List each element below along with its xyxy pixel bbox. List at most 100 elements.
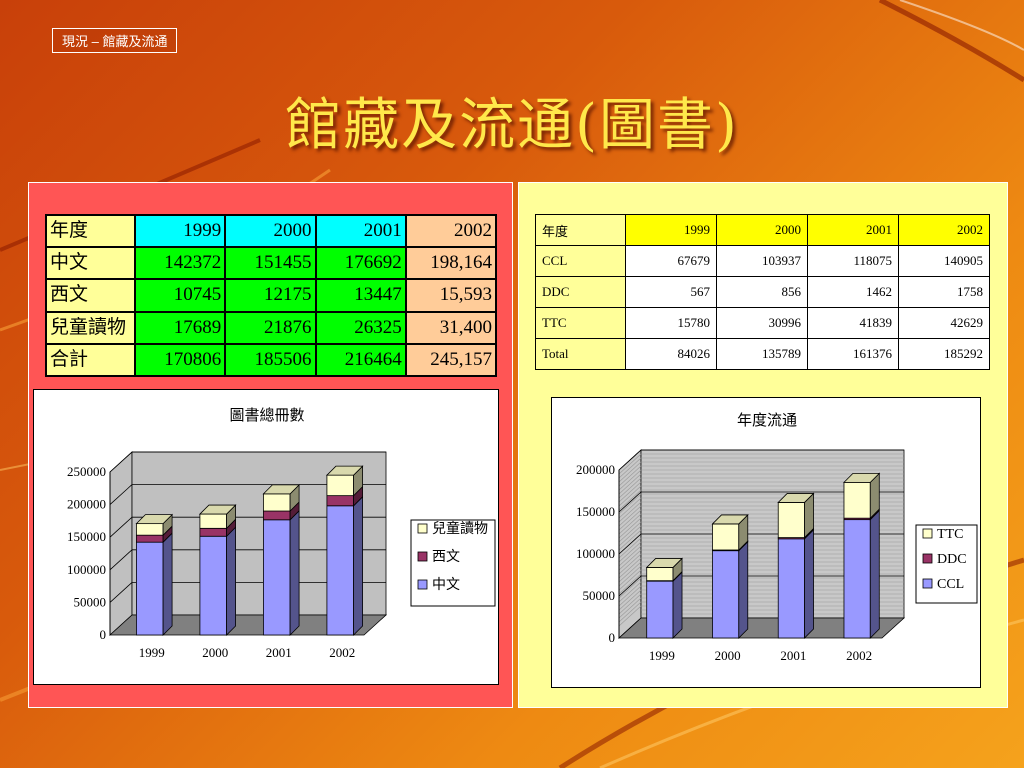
table-cell: 42629 bbox=[898, 307, 990, 339]
bar-segment-side bbox=[353, 495, 363, 636]
chart-hatch-line bbox=[618, 565, 642, 587]
chart-hatch-line bbox=[618, 521, 642, 543]
table-row: 中文 142372 151455 176692 198,164 bbox=[45, 246, 498, 281]
table-cell: 1999 bbox=[625, 214, 717, 246]
x-tick-label: 2002 bbox=[846, 648, 872, 663]
table-header-row: 年度 1999 2000 2001 2002 bbox=[45, 213, 498, 249]
bar-segment bbox=[646, 580, 674, 639]
bar-segment bbox=[326, 505, 354, 636]
table-cell: 185506 bbox=[224, 342, 317, 378]
table-cell: 198,164 bbox=[404, 246, 498, 281]
legend-label: CCL bbox=[937, 577, 964, 592]
y-tick-label: 150000 bbox=[67, 529, 106, 544]
circulation-table: 年度 1999 2000 2001 2002 CCL 67679 103937 … bbox=[535, 214, 990, 370]
chart-gridline bbox=[109, 516, 133, 538]
table-cell: 567 bbox=[625, 276, 717, 308]
table-cell: 67679 bbox=[625, 245, 717, 277]
chart-title: 圖書總冊數 bbox=[229, 406, 304, 424]
legend-swatch bbox=[417, 551, 428, 562]
chart-hatch-line bbox=[618, 553, 642, 575]
chart-hatch-line bbox=[618, 541, 642, 563]
y-tick-label: 150000 bbox=[576, 504, 615, 519]
table-row: TTC 15780 30996 41839 42629 bbox=[535, 307, 990, 339]
chart-hatch-line bbox=[618, 489, 642, 511]
bar-segment-side bbox=[804, 528, 814, 639]
table-cell: 216464 bbox=[314, 342, 407, 378]
bar-segment bbox=[326, 495, 354, 507]
table-cell: 12175 bbox=[224, 278, 317, 313]
books-chart: 圖書總冊數 0 50000 100000 150000 200000 250000 1999 2… bbox=[33, 389, 499, 685]
chart-hatch-line bbox=[618, 529, 642, 551]
table-row: 西文 10745 12175 13447 15,593 bbox=[45, 278, 498, 313]
y-tick-label: 200000 bbox=[576, 462, 615, 477]
table-cell: DDC bbox=[535, 276, 626, 308]
chart-gridline bbox=[618, 449, 642, 471]
table-cell: CCL bbox=[535, 245, 626, 277]
bar-segment-side bbox=[289, 509, 300, 636]
bar-segment-side bbox=[738, 540, 749, 639]
legend-swatch bbox=[417, 579, 428, 590]
bar-segment bbox=[136, 534, 164, 543]
bar-segment-side bbox=[162, 532, 173, 636]
chart-legend bbox=[410, 519, 496, 607]
table-cell: 2001 bbox=[314, 213, 407, 249]
bar-segment bbox=[843, 481, 871, 519]
bar-top bbox=[135, 514, 174, 525]
legend-swatch bbox=[922, 578, 933, 589]
y-tick-label: 100000 bbox=[67, 562, 106, 577]
chart-hatch-line bbox=[618, 585, 642, 607]
chart-gridline bbox=[618, 491, 642, 513]
chart-hatch-line bbox=[618, 593, 642, 615]
table-cell: 年度 bbox=[45, 213, 136, 249]
table-cell: 2000 bbox=[716, 214, 808, 246]
chart-gridline bbox=[618, 533, 642, 555]
bar-top bbox=[645, 558, 683, 568]
table-cell: 兒童讀物 bbox=[45, 310, 136, 345]
table-cell: 170806 bbox=[133, 342, 227, 378]
chart-hatch-line bbox=[618, 473, 642, 495]
table-cell: 135789 bbox=[716, 338, 808, 370]
y-tick-label: 250000 bbox=[67, 464, 106, 479]
table-cell: TTC bbox=[535, 307, 626, 339]
bar-segment bbox=[646, 567, 674, 582]
chart-hatch-line bbox=[618, 549, 642, 571]
chart-gridline bbox=[109, 549, 133, 571]
chart-hatch-line bbox=[618, 569, 642, 591]
bar-segment bbox=[199, 535, 227, 636]
bar-segment bbox=[777, 538, 805, 639]
table-cell: 140905 bbox=[898, 245, 990, 277]
chart-hatch-line bbox=[618, 525, 642, 547]
bar-segment bbox=[263, 519, 291, 636]
x-tick-label: 2000 bbox=[202, 645, 228, 660]
chart-hatch-line bbox=[618, 457, 642, 479]
chart-hatch-line bbox=[618, 465, 642, 487]
chart-hatch-line bbox=[618, 605, 642, 627]
page-title: 館藏及流通(圖書) bbox=[285, 93, 739, 158]
chart-hatch-line bbox=[618, 557, 642, 579]
y-tick-label: 0 bbox=[100, 627, 107, 642]
x-tick-label: 2002 bbox=[329, 645, 355, 660]
bar-segment bbox=[136, 523, 164, 536]
bar-segment-side bbox=[869, 509, 880, 639]
chart-hatch-line bbox=[618, 477, 642, 499]
y-tick-label: 50000 bbox=[74, 594, 107, 609]
legend-label: 兒童讀物 bbox=[432, 520, 488, 537]
table-cell: 30996 bbox=[716, 307, 808, 339]
table-cell: 142372 bbox=[133, 246, 227, 281]
books-panel: 年度 1999 2000 2001 2002 中文 142372 151455 … bbox=[28, 182, 513, 708]
table-cell: 1462 bbox=[807, 276, 899, 308]
table-cell: 31,400 bbox=[404, 310, 498, 345]
chart-hatch-line bbox=[618, 505, 642, 527]
chart-hatch-line bbox=[618, 589, 642, 611]
chart-hatch-line bbox=[618, 509, 642, 531]
table-cell: 13447 bbox=[314, 278, 407, 313]
table-header-row: 年度 1999 2000 2001 2002 bbox=[535, 214, 990, 246]
chart-hatch-line bbox=[618, 545, 642, 567]
x-tick-label: 2001 bbox=[780, 648, 806, 663]
bar-segment bbox=[136, 541, 164, 636]
bar-top bbox=[777, 493, 815, 503]
legend-swatch bbox=[417, 523, 428, 534]
chart-hatch-line bbox=[618, 469, 642, 491]
x-tick-label: 2001 bbox=[266, 645, 292, 660]
table-cell: 2001 bbox=[807, 214, 899, 246]
